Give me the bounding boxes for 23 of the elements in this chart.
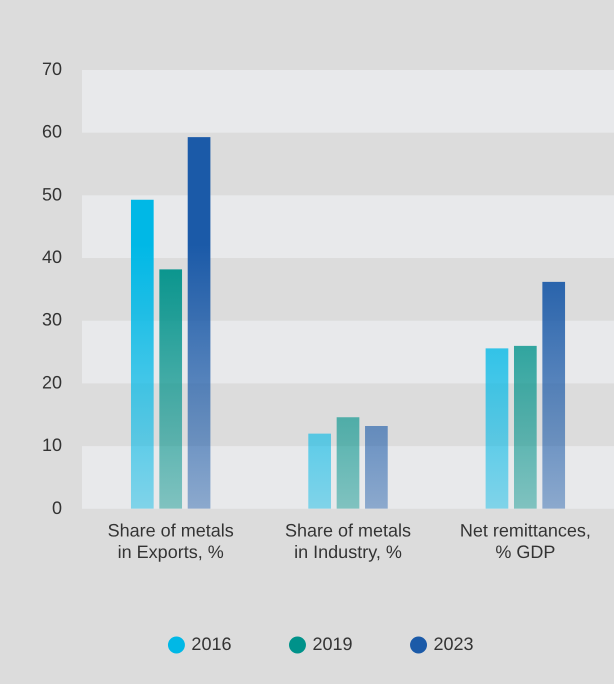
bar (188, 137, 210, 509)
bar (365, 426, 388, 509)
y-tick-label: 60 (42, 122, 62, 142)
bar (130, 200, 154, 509)
bar (542, 282, 566, 509)
bar (336, 417, 360, 509)
y-tick-label: 10 (42, 435, 62, 456)
bar (159, 269, 182, 509)
bar (308, 434, 331, 509)
y-tick-label: 30 (42, 310, 62, 330)
y-tick-label: 40 (42, 247, 62, 268)
y-tick-label: 50 (42, 184, 62, 204)
x-tick-label: Share of metals in Industry, % (284, 520, 412, 562)
bar (514, 346, 537, 509)
x-tick-label: Net remittances, % GDP (460, 520, 591, 562)
legend-label: 2019 (312, 634, 353, 654)
bar (486, 348, 508, 509)
y-tick-label: 70 (42, 58, 62, 79)
x-tick-label: Share of metals in Exports, % (108, 520, 234, 562)
legend-label: 2016 (191, 634, 232, 654)
legend-label: 2023 (434, 634, 474, 654)
y-tick-label: 20 (42, 372, 62, 392)
y-tick-label: 0 (52, 498, 62, 518)
